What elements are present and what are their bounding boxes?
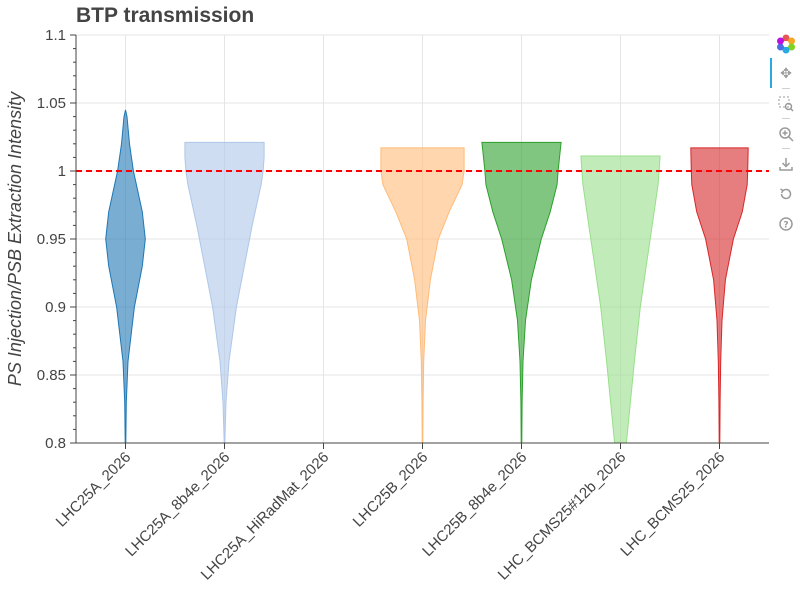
violin-4 [481,141,562,444]
violin-5 [580,155,661,444]
help-icon[interactable]: ? [776,214,796,234]
y-tick-label: 1 [58,163,66,180]
toolbar-separator [782,148,790,149]
x-tick-label: LHC25B_8b4e_2026 [419,449,530,560]
svg-text:?: ? [783,221,788,231]
toolbar-separator [782,118,790,119]
save-icon[interactable] [776,154,796,174]
violin-1 [184,141,265,444]
violin-3 [380,147,465,444]
wheel-zoom-icon[interactable] [776,124,796,144]
y-tick-label: 0.9 [45,299,66,316]
box-zoom-icon[interactable] [776,94,796,114]
y-tick-label: 0.8 [45,435,66,452]
y-tick-label: 1.05 [37,95,66,112]
bokeh-logo-icon[interactable] [776,34,796,54]
y-tick-label: 1.1 [45,27,66,44]
x-tick-label: LHC25A_2026 [53,449,135,531]
violin-6 [690,147,749,444]
y-tick-label: 0.85 [37,367,66,384]
y-tick-label: 0.95 [37,231,66,248]
violin-0 [105,109,146,444]
x-tick-label: LHC_BCMS25_2026 [617,449,728,560]
x-tick-label: LHC25B_2026 [350,449,432,531]
toolbar-separator [782,88,790,89]
active-tool-indicator [770,58,772,88]
axes: 0.8 0.85 0.9 0.95 1 1.05 1.1 LHC25A_2026LHC25A_… [37,27,769,583]
x-tick-label: LHC25A_8b4e_2026 [122,449,233,560]
chart-title: BTP transmission [76,4,255,27]
reset-icon[interactable] [776,184,796,204]
pan-icon[interactable]: ✥ [780,66,792,82]
y-axis-label: PS Injection/PSB Extraction Intensity [5,91,25,386]
violins [105,109,749,444]
